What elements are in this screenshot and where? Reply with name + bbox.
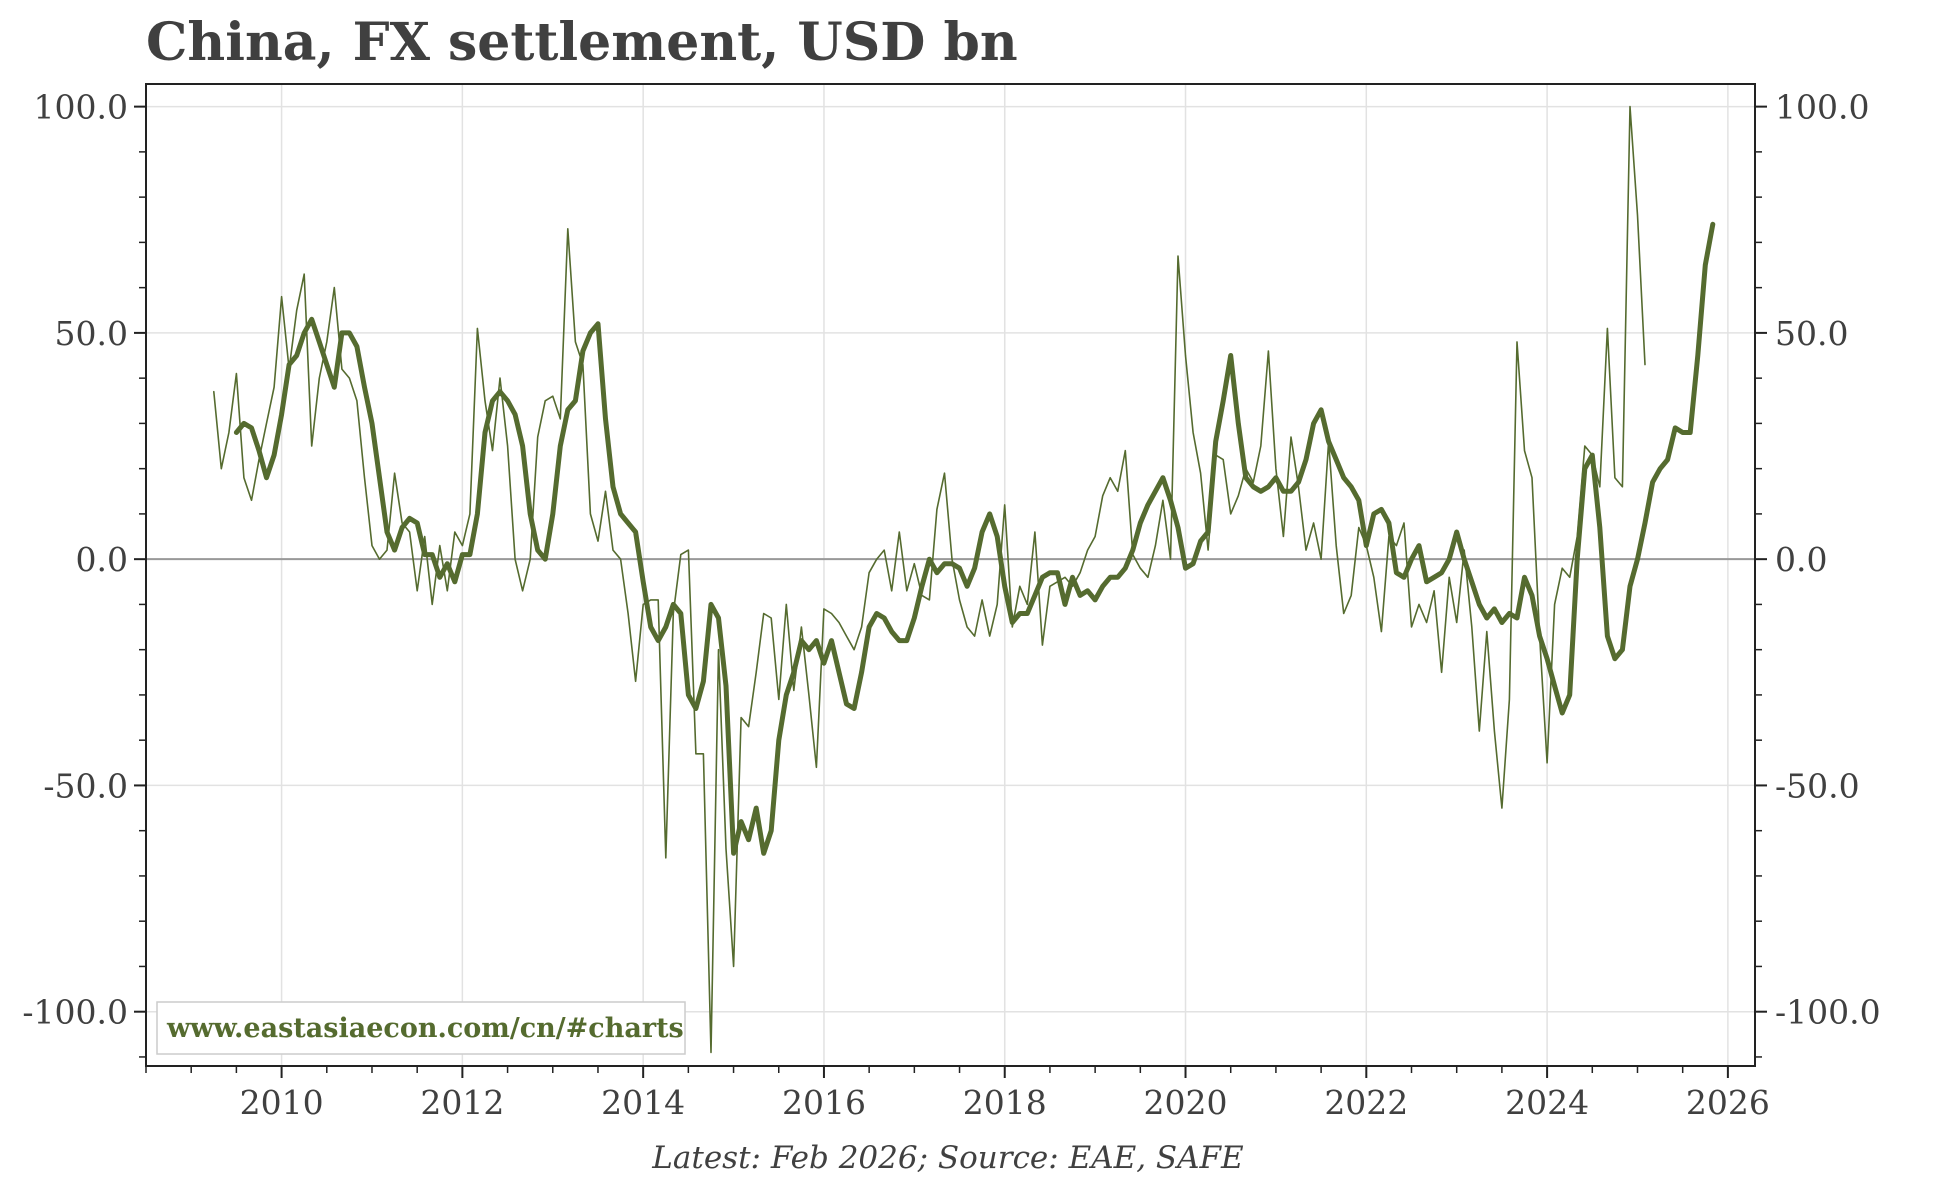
x-tick-label: 2012: [420, 1083, 504, 1122]
x-tick-label: 2014: [601, 1083, 685, 1122]
x-tick-label: 2022: [1324, 1083, 1408, 1122]
series-layer: [213, 105, 1716, 1054]
y-left-tick-label: 0.0: [76, 540, 128, 579]
plot-frame: [145, 83, 1756, 1067]
series-line-monthly: [213, 105, 1646, 1054]
x-tick-label: 2010: [240, 1083, 324, 1122]
y-left-tick-label: -50.0: [43, 766, 128, 805]
gridlines: [146, 84, 1755, 1066]
y-right-tick-label: -50.0: [1775, 766, 1860, 805]
x-tick-label: 2016: [782, 1083, 866, 1122]
y-left-tick-label: 50.0: [55, 314, 128, 353]
x-tick-label: 2020: [1144, 1083, 1228, 1122]
axes: 2010 2012 2014 2016 2018 2020 2022 2024 2026 100.…: [22, 88, 1880, 1122]
y-right-tick-label: 0.0: [1775, 540, 1827, 579]
series-line-smoothed: [233, 221, 1716, 856]
y-right-tick-label: -100.0: [1775, 993, 1881, 1032]
x-tick-label: 2026: [1686, 1083, 1770, 1122]
y-right-tick-label: 50.0: [1775, 314, 1848, 353]
y-left-tick-label: 100.0: [34, 88, 128, 127]
x-tick-label: 2024: [1505, 1083, 1589, 1122]
y-left-tick-label: -100.0: [22, 993, 128, 1032]
chart-title: China, FX settlement, USD bn: [146, 12, 1018, 73]
watermark-frame: [156, 1001, 686, 1055]
x-tick-label: 2018: [963, 1083, 1047, 1122]
y-right-tick-label: 100.0: [1775, 88, 1869, 127]
watermark-text: www.eastasiaecon.com/cn/#charts: [166, 1013, 684, 1044]
source-footer: Latest: Feb 2026; Source: EAE, SAFE: [651, 1140, 1244, 1176]
watermark-box: www.eastasiaecon.com/cn/#charts: [156, 1001, 686, 1055]
